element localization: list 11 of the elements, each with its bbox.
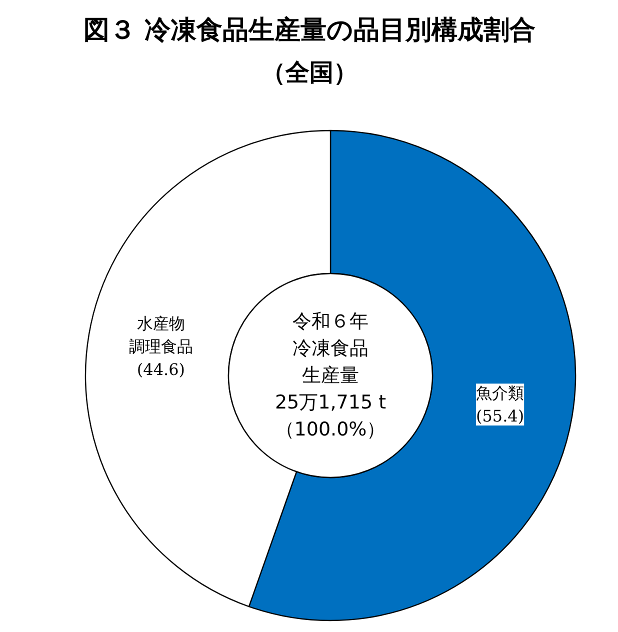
text: 令和６年 <box>292 310 368 332</box>
text: 25万1,715 t <box>274 392 386 414</box>
data-label: (55.4) <box>476 406 524 426</box>
chart-subtitle: （全国） <box>262 58 358 86</box>
chart-title: 図３ 冷凍食品生産量の品目別構成割合 <box>83 16 536 46</box>
slice-label: 魚介類 <box>476 384 524 403</box>
text: 生産量 <box>302 364 359 386</box>
text: （100.0%） <box>275 418 386 440</box>
slice-label: 水産物調理食品 <box>128 314 193 356</box>
text: 冷凍食品 <box>292 338 368 360</box>
data-label: (44.6) <box>136 360 186 379</box>
